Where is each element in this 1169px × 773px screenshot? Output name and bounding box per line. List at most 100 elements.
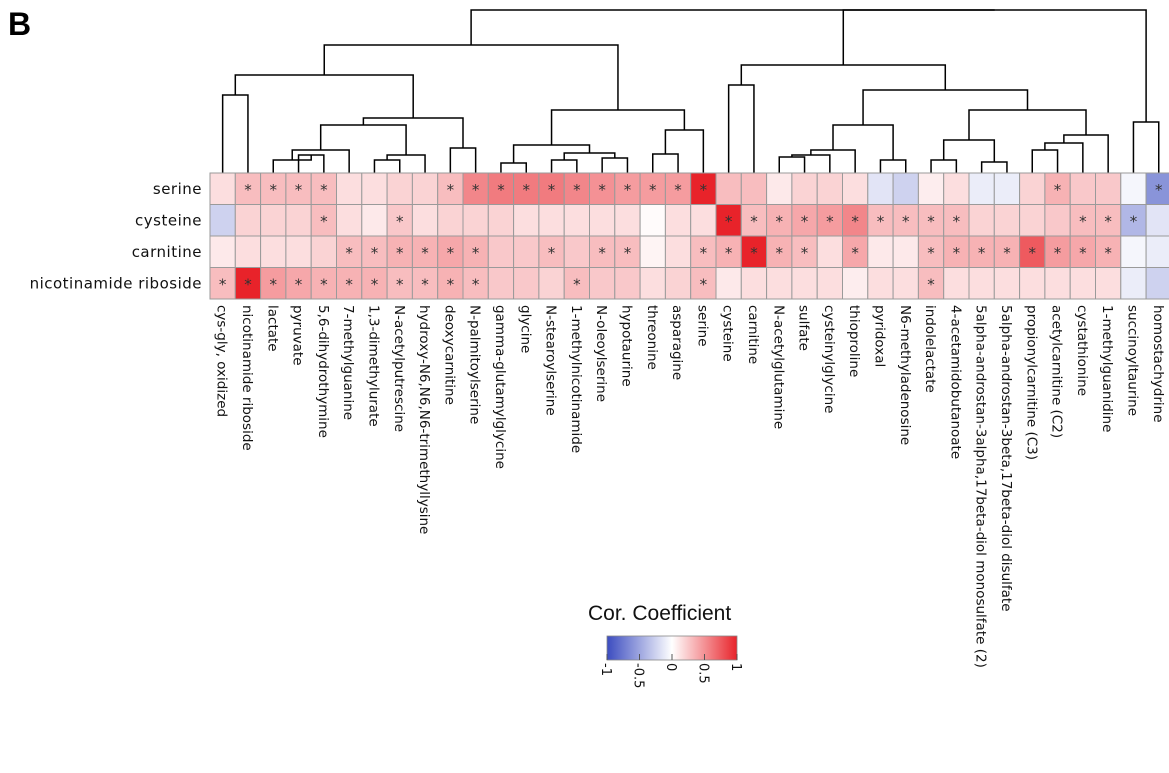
significance-marker: * xyxy=(750,244,758,262)
significance-marker: * xyxy=(826,212,834,230)
heatmap-cell xyxy=(943,267,970,300)
heatmap-cell xyxy=(285,235,312,268)
significance-marker: * xyxy=(1054,244,1062,262)
significance-marker: * xyxy=(421,275,429,293)
heatmap-cell xyxy=(664,235,692,268)
heatmap-cell xyxy=(260,172,287,205)
column-label: gamma-glutamylglycine xyxy=(492,305,508,469)
column-label: N-palmitoylserine xyxy=(467,305,483,424)
legend-tick-label: 0.5 xyxy=(696,663,711,684)
heatmap-cell xyxy=(411,235,439,268)
heatmap-cell xyxy=(513,204,540,237)
significance-marker: * xyxy=(1003,244,1011,262)
heatmap-cell xyxy=(816,235,844,268)
heatmap-cell xyxy=(968,172,995,205)
heatmap-cell xyxy=(715,172,742,205)
heatmap-cell xyxy=(1044,204,1071,237)
heatmap-cell xyxy=(892,172,919,205)
column-label: indolelactate xyxy=(922,305,938,393)
heatmap-cell xyxy=(487,204,515,237)
significance-markers: * * * * * * * * * * * * * * * * * * * * * * * * * * * * * * * * * * * * * * * *… xyxy=(219,181,1163,294)
heatmap-cell xyxy=(639,204,666,237)
column-dendrogram xyxy=(221,9,1160,173)
heatmap-cell xyxy=(462,204,489,237)
significance-marker: * xyxy=(801,212,809,230)
heatmap-cell xyxy=(664,267,692,300)
column-label: asparagine xyxy=(669,305,685,380)
column-label: cys-gly, oxidized xyxy=(214,305,230,417)
column-label: deoxycarnitine xyxy=(441,305,457,405)
column-label: N-acetylputrescine xyxy=(391,305,407,432)
significance-marker: * xyxy=(649,181,657,199)
dendrogram-branch xyxy=(1044,142,1084,173)
heatmap-cell xyxy=(361,267,388,300)
significance-marker: * xyxy=(320,275,328,293)
heatmap-cell xyxy=(336,235,363,268)
column-label: propionylcarnitine (C3) xyxy=(1023,305,1039,460)
column-label: 5,6-dihydrothymine xyxy=(315,305,331,438)
heatmap-cell xyxy=(209,235,236,268)
significance-marker: * xyxy=(1130,212,1138,230)
heatmap-cell xyxy=(791,172,818,205)
heatmap-cell xyxy=(589,267,616,300)
significance-marker: * xyxy=(700,244,708,262)
heatmap-cell xyxy=(715,235,742,268)
significance-marker: * xyxy=(725,212,733,230)
heatmap-cell xyxy=(614,204,641,237)
heatmap-cell xyxy=(766,172,793,205)
significance-marker: * xyxy=(953,244,961,262)
heatmap-cell xyxy=(336,172,363,205)
column-label: lactate xyxy=(264,305,280,352)
heatmap-cell xyxy=(1120,172,1147,205)
heatmap-cell xyxy=(437,204,464,237)
heatmap-cell xyxy=(260,235,287,268)
significance-marker: * xyxy=(447,181,455,199)
significance-marker: * xyxy=(1054,181,1062,199)
heatmap-cell xyxy=(538,267,565,300)
significance-marker: * xyxy=(472,275,480,293)
dendrogram-branch xyxy=(652,153,679,173)
heatmap-cell xyxy=(589,204,616,237)
significance-marker: * xyxy=(345,275,353,293)
significance-marker: * xyxy=(345,244,353,262)
heatmap-cell xyxy=(690,204,717,237)
significance-marker: * xyxy=(295,181,303,199)
heatmap-cell xyxy=(766,267,793,300)
significance-marker: * xyxy=(700,181,708,199)
dendrogram-branch xyxy=(362,117,464,148)
heatmap-cell xyxy=(892,204,919,237)
dendrogram-branch xyxy=(862,89,1029,125)
dendrogram-branch xyxy=(879,159,907,173)
heatmap-cell xyxy=(690,172,717,205)
significance-marker: * xyxy=(674,181,682,199)
dendrogram-branch xyxy=(1063,134,1109,173)
row-label: cysteine xyxy=(135,211,202,229)
column-label: N-oleoylserine xyxy=(593,305,609,402)
heatmap-cell xyxy=(234,204,262,237)
significance-marker: * xyxy=(472,181,480,199)
significance-marker: * xyxy=(927,275,935,293)
heatmap-cell xyxy=(310,235,338,268)
column-label: cystathionine xyxy=(1074,305,1090,396)
significance-marker: * xyxy=(548,181,556,199)
dendrogram-branch xyxy=(500,162,527,173)
heatmap-cell xyxy=(917,172,945,205)
significance-marker: * xyxy=(396,275,404,293)
column-label: 5alpha-androstan-3beta,17beta-diol disul… xyxy=(998,305,1014,612)
heatmap-cell xyxy=(715,267,742,300)
column-label: hypotaurine xyxy=(618,305,634,387)
column-label: thioproline xyxy=(846,305,862,377)
heatmap-cell xyxy=(1095,172,1122,205)
significance-marker: * xyxy=(244,181,252,199)
dendrogram-branch xyxy=(323,44,619,110)
heatmap-cell xyxy=(1044,267,1071,300)
heatmap-cell xyxy=(842,172,869,205)
heatmap-cell xyxy=(1019,235,1046,268)
significance-marker: * xyxy=(472,244,480,262)
heatmap-cell xyxy=(639,235,666,268)
heatmap-cell xyxy=(336,267,363,300)
row-label: nicotinamide riboside xyxy=(30,274,202,292)
heatmap-cell xyxy=(361,235,388,268)
significance-marker: * xyxy=(1079,212,1087,230)
